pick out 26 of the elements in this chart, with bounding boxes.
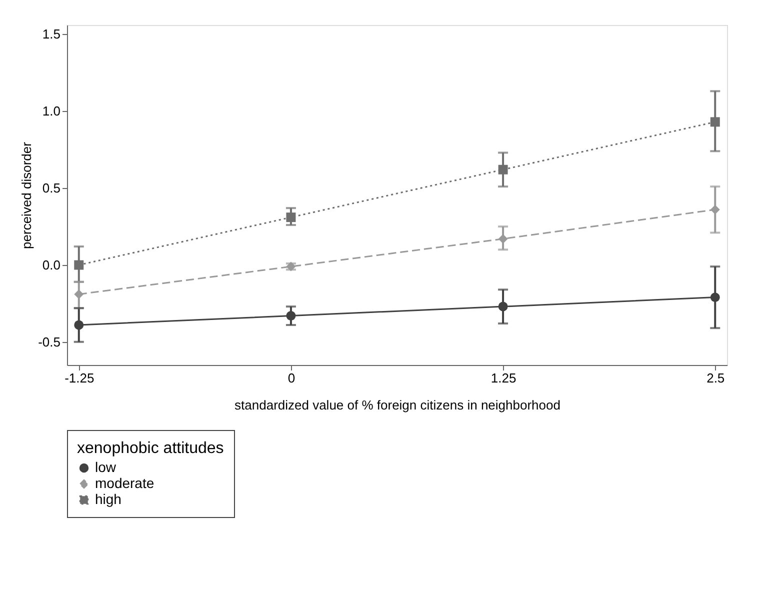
point [74,320,84,330]
legend-label: moderate [95,475,154,491]
x-tick-label: 2.5 [706,370,725,386]
point [74,260,84,270]
x-tick-label: 0 [288,370,296,386]
x-tick-label: -1.25 [64,370,94,386]
point [710,204,720,214]
point [498,164,508,174]
point [74,289,84,299]
legend-title: xenophobic attitudes [77,440,224,457]
legend-label: low [95,459,117,475]
y-tick-label: -0.5 [38,334,60,350]
x-tick-label: 1.25 [490,370,516,386]
y-axis-title: perceived disorder [19,141,34,249]
y-tick-label: 1.0 [42,104,60,119]
point [710,292,720,302]
y-tick-label: 1.5 [42,26,60,42]
y-tick-label: 0.5 [42,180,60,196]
point [498,234,508,244]
legend-label: high [95,491,122,507]
point [286,212,296,222]
x-axis-title: standardized value of % foreign citizens in neighborhood [234,398,560,412]
point [710,117,720,127]
point [498,302,508,312]
y-tick-label: 0.0 [42,258,60,272]
point [286,311,296,321]
